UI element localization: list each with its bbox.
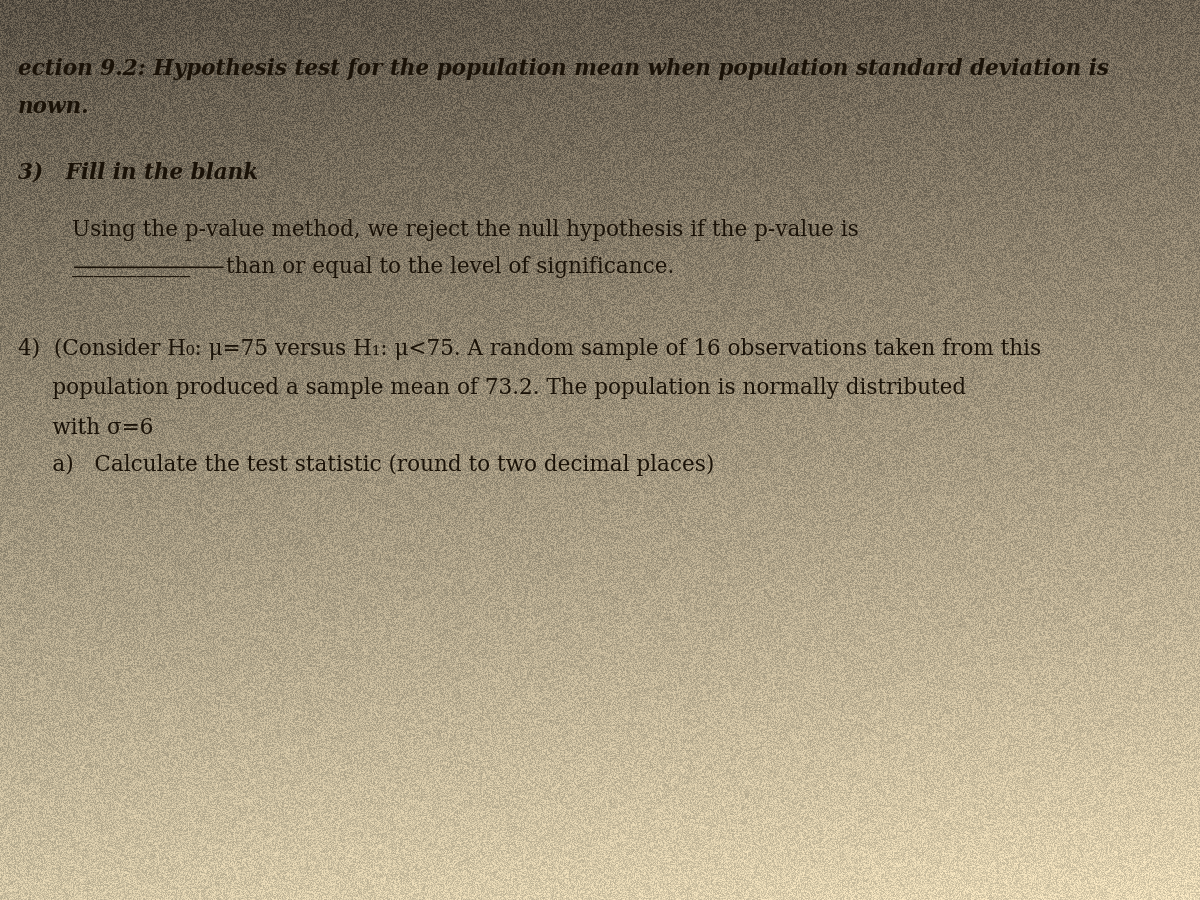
Text: 3)   Fill in the blank: 3) Fill in the blank — [18, 162, 258, 184]
Text: nown.: nown. — [18, 96, 90, 118]
Text: with σ=6: with σ=6 — [18, 417, 154, 438]
Text: population produced a sample mean of 73.2. The population is normally distribute: population produced a sample mean of 73.… — [18, 377, 966, 399]
Text: 4)  (Consider H₀: μ=75 versus H₁: μ<75. A random sample of 16 observations taken: 4) (Consider H₀: μ=75 versus H₁: μ<75. A… — [18, 338, 1042, 360]
Text: ection 9.2: Hypothesis test for the population mean when population standard dev: ection 9.2: Hypothesis test for the popu… — [18, 58, 1109, 80]
Text: Using the p-value method, we reject the null hypothesis if the p-value is: Using the p-value method, we reject the … — [72, 219, 859, 240]
Text: a)   Calculate the test statistic (round to two decimal places): a) Calculate the test statistic (round t… — [18, 454, 714, 476]
Text: than or equal to the level of significance.: than or equal to the level of significan… — [226, 256, 674, 277]
Text: ___________: ___________ — [72, 256, 191, 277]
